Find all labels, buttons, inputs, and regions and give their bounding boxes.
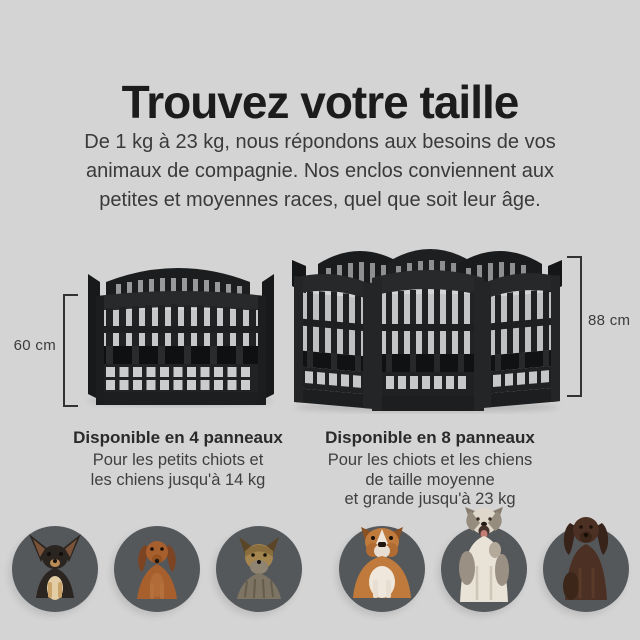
caption-line: de taille moyenne — [365, 470, 495, 489]
pen-front-center-panel — [372, 270, 484, 411]
large-pen-photo — [292, 249, 562, 412]
caption-line: Pour les petits chiots et — [92, 451, 264, 469]
dog-photo-circle — [12, 526, 98, 612]
subtitle-line: De 1 kg à 23 kg, nous répondons aux beso… — [84, 131, 556, 153]
small-pen-caption: Disponible en 4 panneaux Pour les petits… — [30, 428, 326, 490]
pen-front-panel — [96, 291, 266, 405]
page-subtitle: De 1 kg à 23 kg, nous répondons aux beso… — [0, 128, 640, 215]
subtitle-line: petites et moyennes races, quel que soit… — [99, 189, 541, 211]
subtitle-line: animaux de compagnie. Nos enclos convien… — [85, 160, 555, 182]
pen-front-left-panel — [294, 274, 372, 409]
dog-photo-circle — [543, 517, 629, 612]
caption-line: Pour les chiots et les chiens — [327, 451, 533, 469]
dog-photo-circle — [441, 507, 527, 612]
dachshund-photo — [137, 541, 177, 599]
yorkshire-terrier-photo — [237, 537, 281, 599]
caption-line: et grande jusqu'à 23 kg — [344, 490, 516, 508]
english-bulldog-photo — [353, 527, 411, 598]
large-pen-caption-title: Disponible en 8 panneaux — [325, 428, 535, 447]
dog-photo-circle — [339, 526, 425, 612]
small-pen-caption-title: Disponible en 4 panneaux — [73, 428, 283, 447]
small-pen-photo — [88, 268, 274, 406]
dog-photo-circle — [216, 526, 302, 612]
page-title: Trouvez votre taille — [121, 75, 520, 128]
large-pen-height-label: 88 cm — [588, 312, 631, 329]
pen-front-right-panel — [482, 273, 560, 408]
chocolate-retriever-puppy-photo — [563, 517, 609, 600]
dimension-bracket-icon — [63, 294, 78, 407]
large-pen-caption: Disponible en 8 panneaux Pour les chiots… — [302, 428, 558, 510]
australian-shepherd-photo — [459, 507, 509, 602]
caption-line: les chiens jusqu'à 14 kg — [90, 470, 266, 489]
chihuahua-photo — [29, 534, 81, 600]
dog-photo-circle — [114, 526, 200, 612]
small-pen-height-label: 60 cm — [13, 337, 56, 354]
dimension-bracket-icon — [567, 256, 582, 397]
